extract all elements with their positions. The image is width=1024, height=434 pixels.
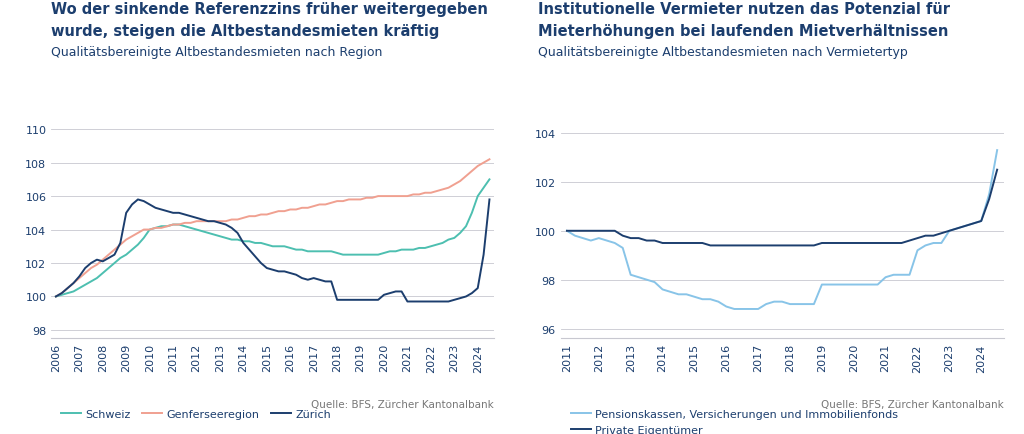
Pensionskassen, Versicherungen und Immobilienfonds: [951, 226, 964, 231]
Pensionskassen, Versicherungen und Immobilienfonds: [665, 289, 677, 295]
Zürich: [395, 289, 408, 294]
Genferseeregion: [389, 194, 401, 199]
Schweiz: [395, 247, 408, 253]
Zürich: [50, 294, 62, 299]
Private Eigentümer: [705, 243, 717, 249]
Zürich: [419, 299, 431, 304]
Genferseeregion: [436, 187, 449, 193]
Private Eigentümer: [665, 241, 677, 246]
Genferseeregion: [50, 294, 62, 299]
Schweiz: [436, 241, 449, 246]
Private Eigentümer: [640, 238, 652, 243]
Schweiz: [85, 279, 97, 284]
Private Eigentümer: [951, 226, 964, 231]
Schweiz: [50, 294, 62, 299]
Private Eigentümer: [983, 197, 995, 202]
Genferseeregion: [378, 194, 390, 199]
Zürich: [408, 299, 420, 304]
Pensionskassen, Versicherungen und Immobilienfonds: [728, 307, 740, 312]
Zürich: [384, 291, 396, 296]
Line: Genferseeregion: Genferseeregion: [56, 160, 489, 297]
Genferseeregion: [395, 194, 408, 199]
Legend: Schweiz, Genferseeregion, Zürich: Schweiz, Genferseeregion, Zürich: [56, 405, 335, 424]
Text: Mieterhöhungen bei laufenden Mietverhältnissen: Mieterhöhungen bei laufenden Mietverhält…: [538, 24, 948, 39]
Line: Zürich: Zürich: [56, 200, 489, 302]
Text: wurde, steigen die Altbestandesmieten kräftig: wurde, steigen die Altbestandesmieten kr…: [51, 24, 439, 39]
Private Eigentümer: [728, 243, 740, 249]
Genferseeregion: [408, 192, 420, 197]
Zürich: [132, 197, 144, 203]
Line: Private Eigentümer: Private Eigentümer: [567, 170, 997, 246]
Zürich: [483, 197, 496, 203]
Text: Qualitätsbereinigte Altbestandesmieten nach Vermietertyp: Qualitätsbereinigte Altbestandesmieten n…: [538, 46, 907, 59]
Text: Wo der sinkende Referenzzins früher weitergegeben: Wo der sinkende Referenzzins früher weit…: [51, 2, 488, 17]
Pensionskassen, Versicherungen und Immobilienfonds: [640, 277, 652, 283]
Text: Quelle: BFS, Zürcher Kantonalbank: Quelle: BFS, Zürcher Kantonalbank: [311, 399, 495, 409]
Schweiz: [378, 251, 390, 256]
Pensionskassen, Versicherungen und Immobilienfonds: [720, 304, 732, 309]
Schweiz: [483, 178, 496, 183]
Schweiz: [389, 249, 401, 254]
Genferseeregion: [483, 157, 496, 162]
Line: Pensionskassen, Versicherungen und Immobilienfonds: Pensionskassen, Versicherungen und Immob…: [567, 151, 997, 309]
Private Eigentümer: [561, 229, 573, 234]
Zürich: [85, 261, 97, 266]
Text: Institutionelle Vermieter nutzen das Potenzial für: Institutionelle Vermieter nutzen das Pot…: [538, 2, 949, 17]
Private Eigentümer: [608, 229, 621, 234]
Line: Schweiz: Schweiz: [56, 180, 489, 297]
Private Eigentümer: [991, 168, 1004, 173]
Schweiz: [408, 247, 420, 253]
Text: Qualitätsbereinigte Altbestandesmieten nach Region: Qualitätsbereinigte Altbestandesmieten n…: [51, 46, 383, 59]
Pensionskassen, Versicherungen und Immobilienfonds: [608, 241, 621, 246]
Pensionskassen, Versicherungen und Immobilienfonds: [561, 229, 573, 234]
Genferseeregion: [85, 266, 97, 271]
Pensionskassen, Versicherungen und Immobilienfonds: [991, 148, 1004, 153]
Zürich: [401, 299, 414, 304]
Text: Quelle: BFS, Zürcher Kantonalbank: Quelle: BFS, Zürcher Kantonalbank: [821, 399, 1004, 409]
Zürich: [449, 298, 461, 303]
Pensionskassen, Versicherungen und Immobilienfonds: [983, 192, 995, 197]
Legend: Pensionskassen, Versicherungen und Immobilienfonds, Private Eigentümer: Pensionskassen, Versicherungen und Immob…: [566, 405, 902, 434]
